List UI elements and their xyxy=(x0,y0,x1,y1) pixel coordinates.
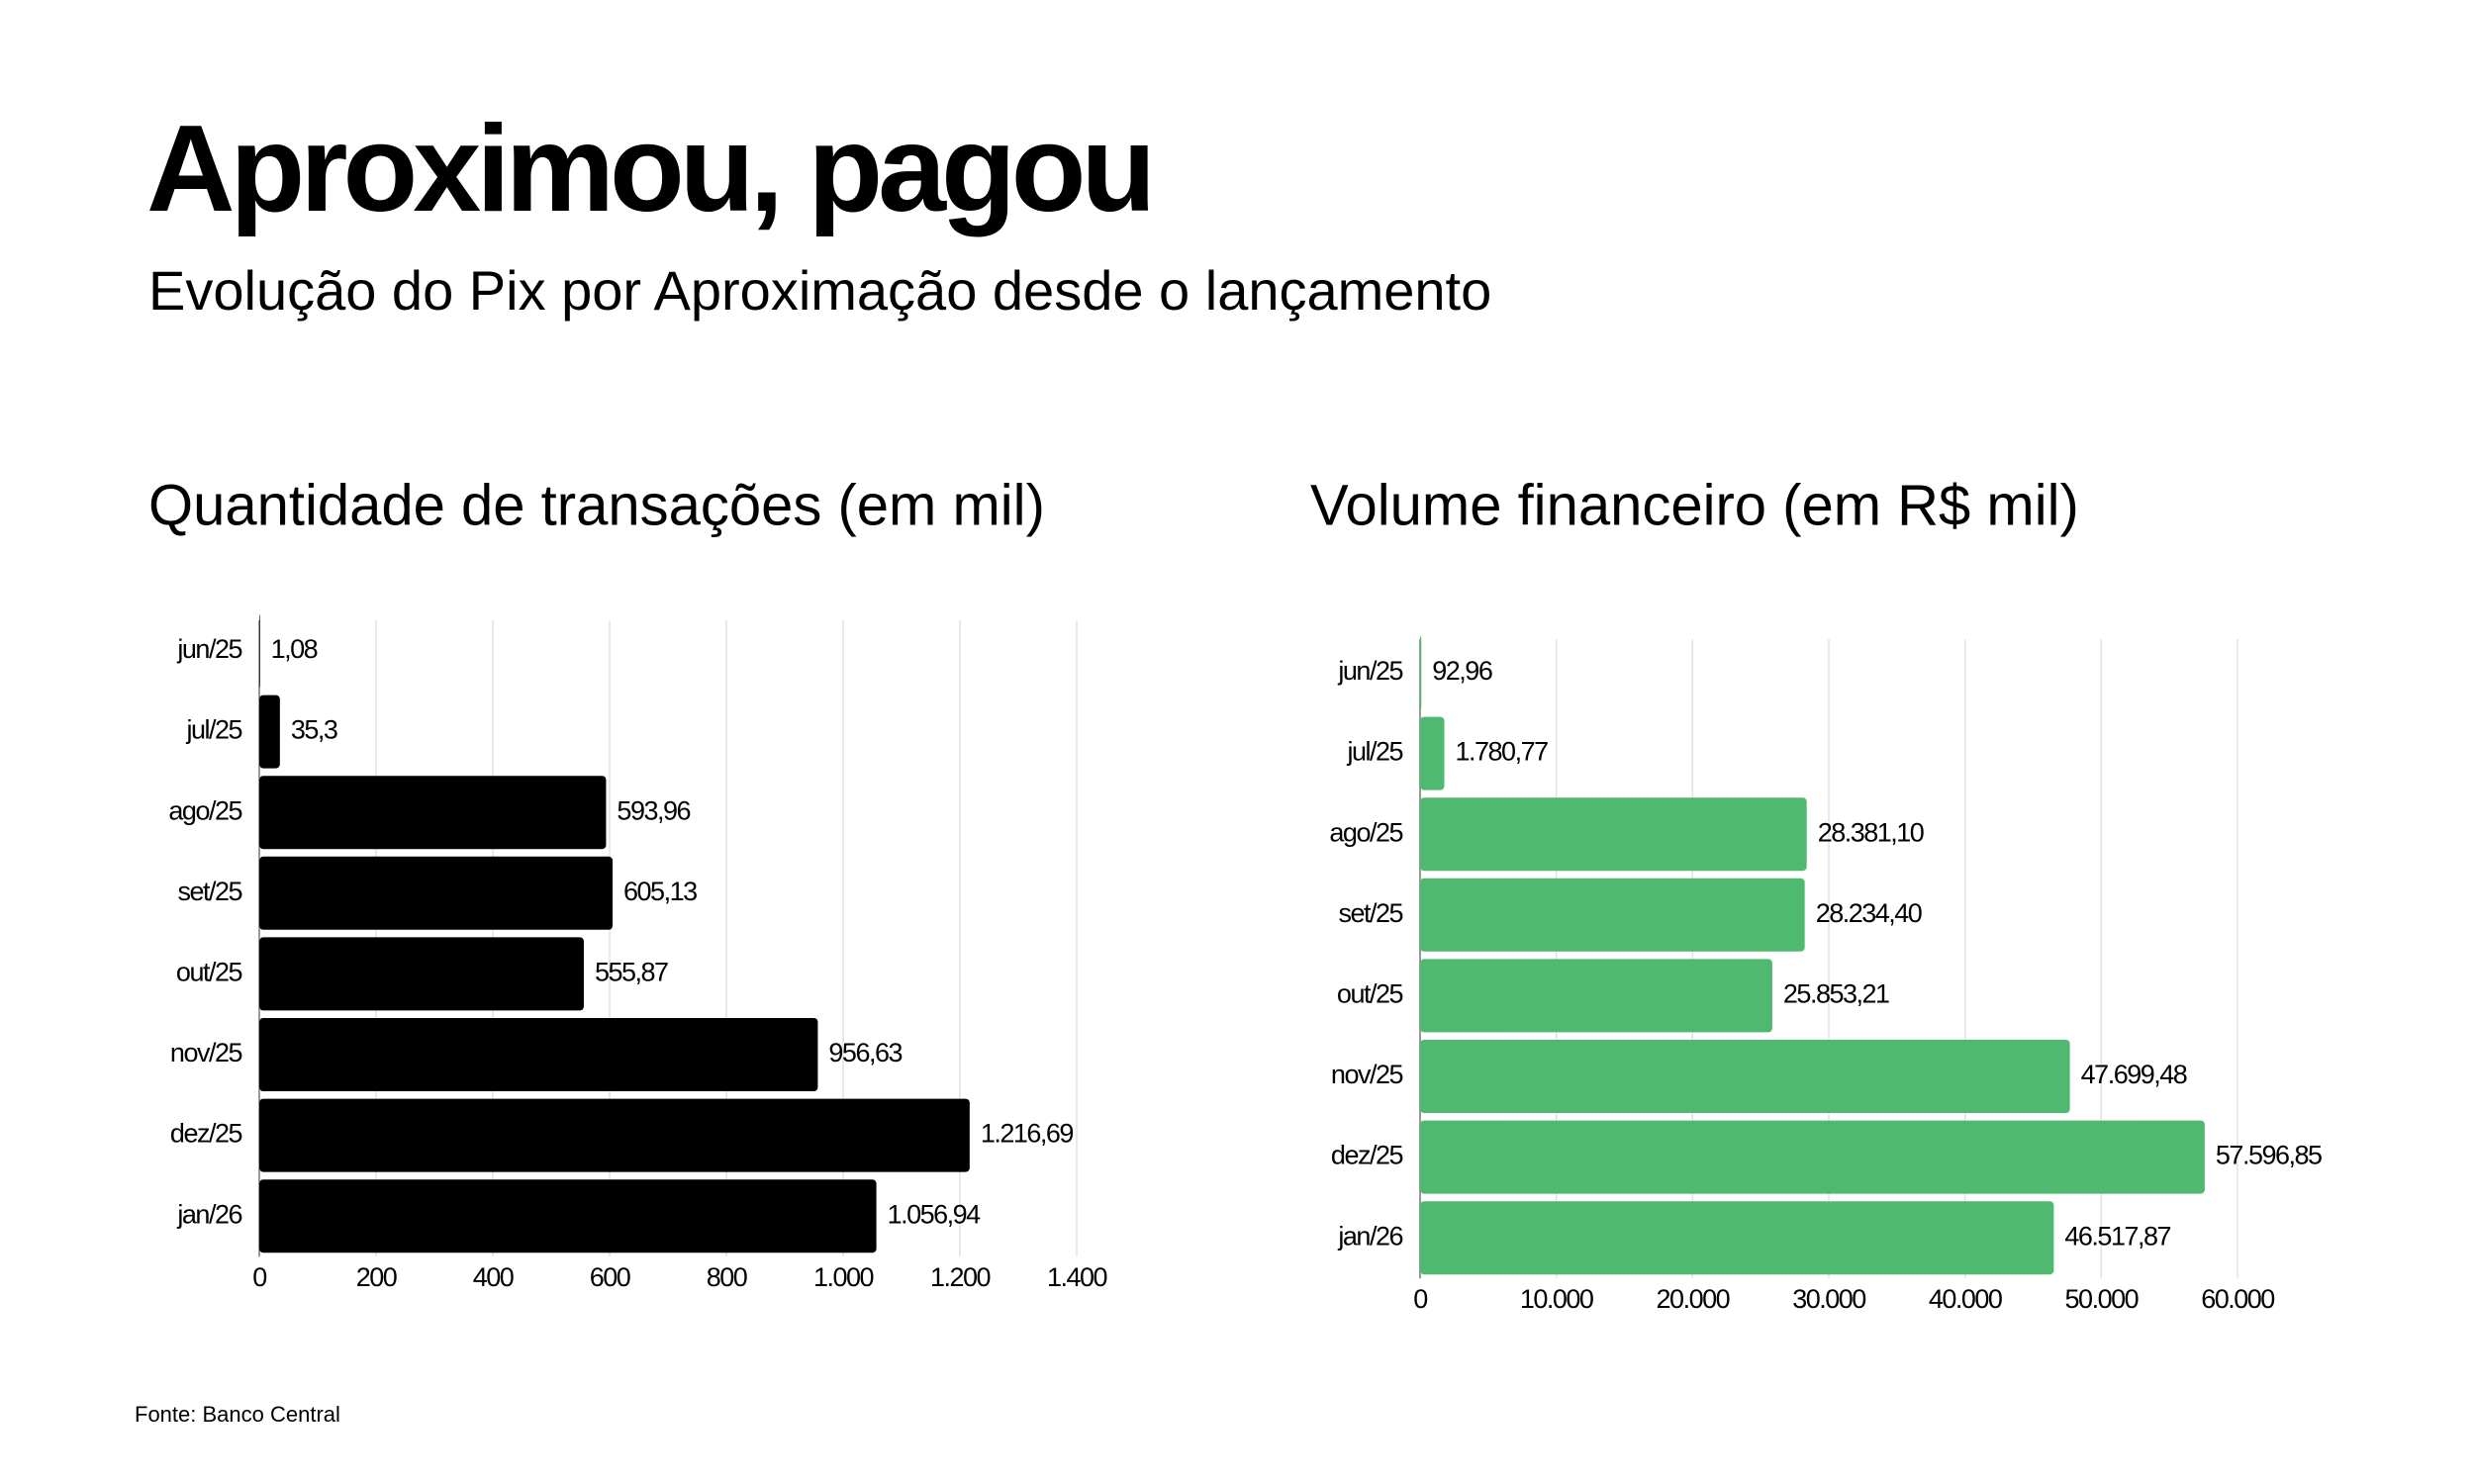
x-tick-label: 400 xyxy=(473,1262,514,1292)
category-label: set/25 xyxy=(1338,898,1402,928)
x-tick-label: 0 xyxy=(252,1262,266,1292)
x-tick-label: 1.400 xyxy=(1047,1262,1107,1292)
bar xyxy=(1420,797,1807,872)
category-label: nov/25 xyxy=(1331,1060,1403,1089)
bar xyxy=(1420,1120,2205,1194)
value-label: 47.699,48 xyxy=(2081,1060,2187,1089)
value-label: 956,63 xyxy=(828,1038,902,1067)
bar xyxy=(259,614,260,688)
value-label: 35,3 xyxy=(291,715,337,745)
x-tick-label: 200 xyxy=(356,1262,397,1292)
value-label: 1.780,77 xyxy=(1456,737,1549,767)
value-label: 25.853,21 xyxy=(1783,979,1889,1009)
category-label: ago/25 xyxy=(1329,817,1402,847)
value-label: 92,96 xyxy=(1432,656,1492,686)
category-label: ago/25 xyxy=(168,795,241,825)
value-label: 1.056,94 xyxy=(888,1199,982,1229)
bar xyxy=(1420,878,1805,952)
bar xyxy=(1420,716,1445,790)
x-tick-label: 30.000 xyxy=(1792,1284,1865,1314)
value-label: 28.381,10 xyxy=(1818,817,1924,847)
value-label: 555,87 xyxy=(595,958,668,987)
value-label: 28.234,40 xyxy=(1816,898,1922,928)
x-tick-label: 0 xyxy=(1413,1284,1427,1314)
category-label: dez/25 xyxy=(170,1119,242,1149)
bar xyxy=(259,695,280,769)
value-label: 1,08 xyxy=(271,634,318,664)
page-title: Aproximou, pagou xyxy=(146,101,1151,237)
value-label: 57.596,85 xyxy=(2216,1141,2322,1170)
bar xyxy=(1420,1201,2054,1275)
value-label: 46.517,87 xyxy=(2064,1221,2170,1251)
bar xyxy=(259,776,607,850)
x-tick-label: 10.000 xyxy=(1520,1284,1593,1314)
source-note: Fonte: Banco Central xyxy=(135,1402,340,1427)
bar xyxy=(259,1098,970,1172)
category-label: jul/25 xyxy=(185,715,241,745)
value-label: 605,13 xyxy=(623,877,697,906)
value-label: 1.216,69 xyxy=(981,1119,1074,1149)
x-tick-label: 20.000 xyxy=(1657,1284,1730,1314)
bar xyxy=(259,856,614,930)
x-tick-label: 600 xyxy=(590,1262,630,1292)
category-label: set/25 xyxy=(177,877,241,906)
x-tick-label: 50.000 xyxy=(2065,1284,2139,1314)
category-label: jun/25 xyxy=(1337,656,1402,686)
category-label: nov/25 xyxy=(170,1038,242,1067)
category-label: jun/25 xyxy=(176,634,241,664)
category-label: dez/25 xyxy=(1331,1141,1403,1170)
x-tick-label: 800 xyxy=(707,1262,747,1292)
category-label: out/25 xyxy=(176,958,242,987)
category-label: out/25 xyxy=(1337,979,1403,1009)
x-tick-label: 40.000 xyxy=(1929,1284,2002,1314)
bar xyxy=(1420,636,1422,709)
value-label: 593,96 xyxy=(617,795,690,825)
x-tick-label: 1.000 xyxy=(813,1262,874,1292)
page-subtitle: Evolução do Pix por Aproximação desde o … xyxy=(148,259,1491,322)
chart-title: Quantidade de transações (em mil) xyxy=(148,473,1045,537)
category-label: jan/26 xyxy=(1337,1221,1402,1251)
bar xyxy=(259,1179,877,1253)
bar xyxy=(259,1018,818,1091)
x-tick-label: 1.200 xyxy=(930,1262,991,1292)
bar xyxy=(259,937,584,1011)
category-label: jul/25 xyxy=(1346,737,1402,767)
category-label: jan/26 xyxy=(176,1199,241,1229)
x-tick-label: 60.000 xyxy=(2201,1284,2274,1314)
bar xyxy=(1420,959,1772,1033)
bar xyxy=(1420,1040,2070,1113)
chart-title: Volume financeiro (em R$ mil) xyxy=(1310,473,2079,537)
